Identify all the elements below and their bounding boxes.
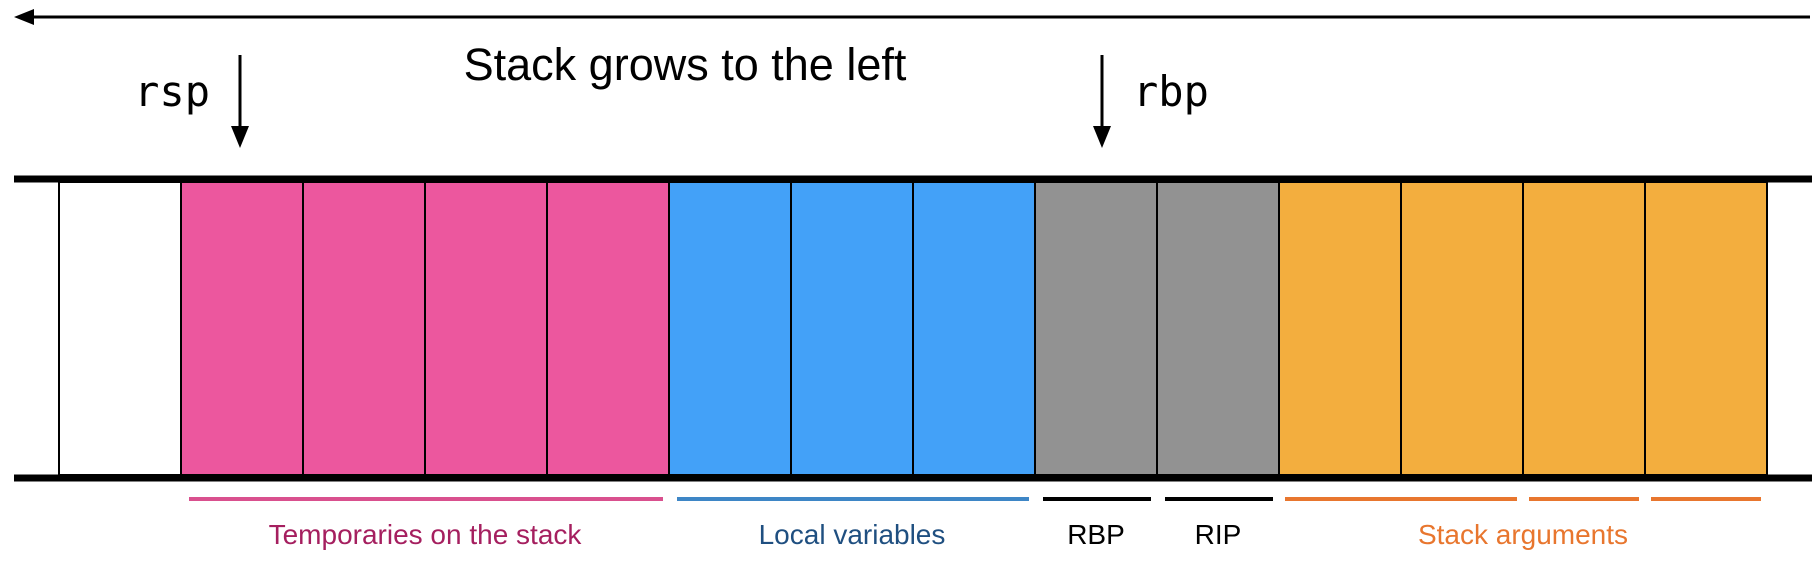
stack-group-labels: Temporaries on the stack Local variables R…	[189, 497, 1761, 550]
rbp-arrow-head	[1093, 126, 1111, 148]
stack-slot	[790, 181, 914, 476]
stack-slot	[180, 181, 304, 476]
group-label: RBP	[1067, 519, 1125, 550]
stack-slot	[1522, 181, 1646, 476]
group-label: Local variables	[759, 519, 946, 550]
stack-slot	[1644, 181, 1768, 476]
diagram-title: Stack grows to the left	[464, 39, 907, 90]
empty-slot	[58, 181, 182, 476]
group-label: Stack arguments	[1418, 519, 1628, 550]
stack-slot	[546, 181, 670, 476]
group-label: RIP	[1195, 519, 1242, 550]
stack-slot	[1156, 181, 1280, 476]
rsp-label: rsp	[134, 67, 210, 116]
rbp-label: rbp	[1133, 67, 1209, 116]
stack-slot	[1278, 181, 1402, 476]
stack-slot	[424, 181, 548, 476]
stack-slots	[58, 181, 1768, 476]
stack-slot	[668, 181, 792, 476]
growth-arrow-head	[14, 9, 34, 25]
stack-slot	[912, 181, 1036, 476]
stack-slot	[1034, 181, 1158, 476]
stack-slot	[302, 181, 426, 476]
group-label: Temporaries on the stack	[269, 519, 583, 550]
stack-slot	[1400, 181, 1524, 476]
rsp-arrow-head	[231, 126, 249, 148]
